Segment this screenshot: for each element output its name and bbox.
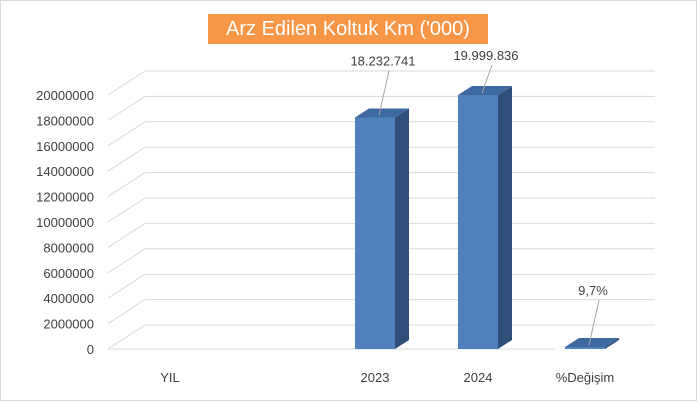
gridline-depth	[107, 146, 146, 172]
gridline-depth	[107, 248, 146, 274]
x-category-label: YIL	[160, 370, 180, 385]
gridline-depth	[107, 299, 146, 325]
bar-front	[458, 95, 498, 350]
data-label: 9,7%	[578, 283, 608, 298]
bar-top	[565, 338, 619, 347]
gridline-depth	[107, 121, 146, 147]
chart-title: Arz Edilen Koltuk Km ('000)	[208, 14, 488, 44]
y-tick-label: 0	[87, 342, 94, 357]
y-tick-label: 16000000	[36, 139, 94, 154]
bar-top	[458, 86, 512, 96]
bar-front	[565, 347, 605, 349]
bar-side	[395, 108, 409, 350]
data-label-leader	[481, 64, 493, 94]
y-tick-label: 6000000	[43, 266, 94, 281]
gridline-depth	[107, 222, 146, 248]
bar-side	[498, 86, 512, 350]
y-tick-label: 20000000	[36, 88, 94, 103]
y-tick-label: 8000000	[43, 240, 94, 255]
bar-front	[355, 117, 395, 350]
y-tick-label: 12000000	[36, 190, 94, 205]
x-category-label: 2023	[361, 370, 390, 385]
bar-top	[355, 108, 409, 118]
x-category-label: 2024	[464, 370, 493, 385]
x-axis-categories: YIL 2023 2024 %Değişim	[160, 370, 614, 385]
y-tick-label: 2000000	[43, 317, 94, 332]
y-tick-label: 10000000	[36, 215, 94, 230]
y-tick-label: 4000000	[43, 291, 94, 306]
x-category-label: %Değişim	[556, 370, 615, 385]
y-tick-label: 14000000	[36, 164, 94, 179]
data-label-leader	[588, 299, 600, 346]
data-label: 19.999.836	[453, 48, 518, 63]
data-labels: 18.232.741 19.999.836 9,7%	[350, 48, 608, 346]
bars	[355, 86, 619, 350]
gridline-depth	[107, 197, 146, 223]
gridline-depth	[107, 273, 146, 299]
data-label: 18.232.741	[350, 53, 415, 68]
gridline-depth	[107, 70, 146, 96]
y-tick-label: 18000000	[36, 113, 94, 128]
data-label-leader	[378, 70, 390, 116]
gridline-depth	[107, 95, 146, 121]
gridline-depth	[107, 172, 146, 198]
y-axis-ticks: 0 2000000 4000000 6000000 8000000 10000000 120…	[36, 88, 94, 357]
gridline-depth	[107, 324, 146, 350]
bar-side	[605, 338, 619, 349]
